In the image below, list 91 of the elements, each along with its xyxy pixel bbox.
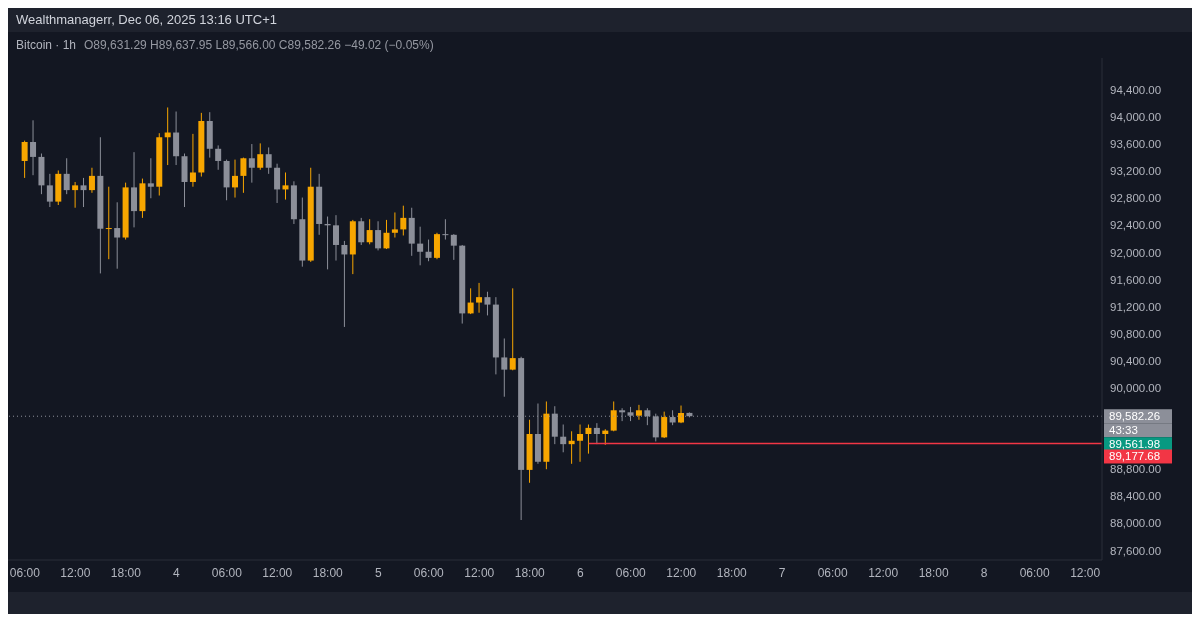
x-tick-label: 12:00	[464, 565, 495, 580]
candlestick	[332, 214, 339, 262]
candlestick	[257, 142, 264, 171]
candlestick	[375, 220, 382, 251]
candlestick	[358, 217, 365, 246]
y-tick-label: 93,600.00	[1110, 138, 1162, 151]
y-tick-label: 88,800.00	[1110, 463, 1162, 476]
x-tick-label: 7	[778, 565, 786, 580]
x-tick-label: 06:00	[1019, 565, 1051, 580]
candlestick	[467, 287, 474, 315]
candlestick	[189, 133, 196, 188]
candlestick	[215, 144, 222, 171]
candlestick	[442, 218, 449, 241]
candlestick	[433, 232, 440, 260]
candlestick	[417, 226, 424, 266]
candlestick	[341, 240, 348, 328]
y-tick-label: 91,600.00	[1110, 273, 1162, 286]
x-tick-label: 18:00	[918, 565, 950, 580]
y-tick-label: 88,000.00	[1110, 517, 1162, 530]
y-tick-label: 94,000.00	[1110, 111, 1162, 124]
candlestick	[30, 119, 37, 176]
x-tick-label: 06:00	[211, 565, 243, 580]
candlestick	[72, 181, 79, 209]
y-tick-label: 92,000.00	[1110, 246, 1162, 259]
candlestick	[173, 111, 180, 166]
x-tick-label: 18:00	[514, 565, 546, 580]
candlestick	[661, 411, 668, 439]
text: 89,561.98	[1109, 438, 1161, 451]
y-tick-label: 87,600.00	[1110, 544, 1162, 557]
candlestick	[450, 233, 457, 261]
candlestick	[114, 201, 121, 270]
candlestick	[560, 424, 567, 453]
candlestick	[80, 177, 87, 208]
x-tick-label: 06:00	[9, 565, 41, 580]
candlestick	[425, 239, 432, 262]
candlestick	[265, 146, 272, 175]
candlestick	[131, 151, 138, 228]
candlestick	[593, 422, 600, 445]
x-tick-label: 5	[374, 565, 382, 580]
x-tick-label: 12:00	[262, 565, 293, 580]
candlestick	[232, 159, 239, 199]
candlestick	[240, 157, 247, 194]
chart-title: Bitcoin · 1h	[16, 38, 77, 52]
candlestick	[585, 424, 592, 455]
x-tick-label: 12:00	[868, 565, 899, 580]
y-tick-label: 88,400.00	[1110, 490, 1162, 503]
candlestick	[88, 167, 95, 194]
candlestick	[391, 211, 398, 239]
y-tick-label: 94,400.00	[1110, 83, 1162, 96]
x-tick-label: 12:00	[1070, 565, 1101, 580]
text: Wealthmanagerr, Dec 06, 2025 13:16 UTC+1	[15, 11, 278, 29]
candlestick	[568, 430, 575, 465]
chart-subtitle: O89,631.29 H89,637.95 L89,566.00 C89,582.26 −49.02 (−0.05%)	[84, 38, 434, 52]
candlestick	[484, 291, 491, 316]
x-tick-label: 6	[576, 565, 584, 580]
x-tick-label: 06:00	[413, 565, 445, 580]
text: 89,177.68	[1109, 450, 1161, 463]
x-tick-label: 18:00	[312, 565, 344, 580]
candlestick	[63, 157, 70, 195]
y-tick-label: 91,200.00	[1110, 300, 1162, 313]
ref-line-label: 89,582.26	[1109, 410, 1161, 423]
candlestick	[476, 282, 483, 314]
candlestick	[501, 337, 508, 398]
candlestick	[248, 143, 255, 184]
candlestick	[105, 186, 112, 260]
y-tick-label: 90,800.00	[1110, 327, 1162, 340]
candlestick	[366, 218, 373, 245]
y-tick-label: 92,800.00	[1110, 192, 1162, 205]
y-tick-label: 92,400.00	[1110, 219, 1162, 232]
candlestick	[400, 205, 407, 236]
candlestick	[282, 171, 289, 201]
candlestick	[274, 163, 281, 204]
candlestick	[46, 173, 53, 208]
y-tick-label: 93,200.00	[1110, 165, 1162, 178]
y-tick-label: 90,400.00	[1110, 354, 1162, 367]
candlestick	[635, 404, 642, 421]
x-tick-label: 4	[172, 565, 180, 580]
candlestick	[509, 287, 516, 371]
x-tick-label: 12:00	[60, 565, 91, 580]
candlestick	[147, 157, 154, 199]
x-tick-label: 06:00	[615, 565, 647, 580]
candlestick	[577, 424, 584, 463]
text: 43:33	[1109, 424, 1138, 437]
x-tick-label: 12:00	[666, 565, 697, 580]
y-tick-label: 90,000.00	[1110, 382, 1162, 395]
candlestick	[383, 219, 390, 250]
candlestick	[21, 140, 28, 179]
x-tick-label: 06:00	[817, 565, 849, 580]
x-tick-label: 8	[980, 565, 988, 580]
x-tick-label: 18:00	[110, 565, 142, 580]
x-tick-label: 18:00	[716, 565, 748, 580]
